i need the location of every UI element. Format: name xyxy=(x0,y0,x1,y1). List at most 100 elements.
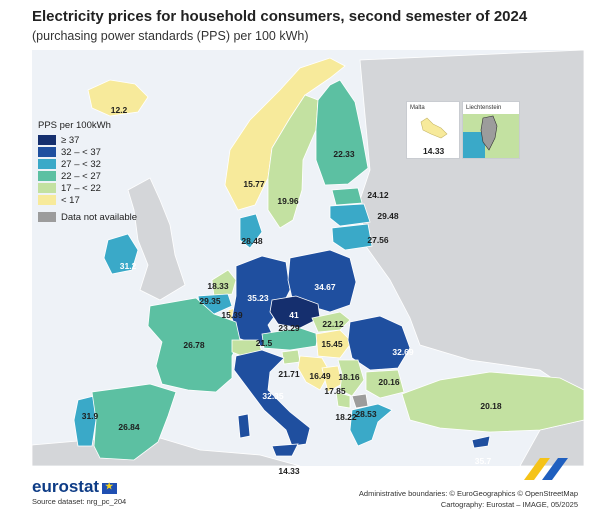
land-uk xyxy=(127,177,186,301)
region-MK xyxy=(351,393,369,409)
region-BG xyxy=(365,369,405,399)
malta-inset: Malta 14.33 xyxy=(406,101,460,159)
value-label-ME: 18.22 xyxy=(335,412,357,422)
legend: PPS per 100kWh ≥ 37 32 – < 37 27 – < 32 … xyxy=(38,120,137,223)
value-label-DK: 28.48 xyxy=(241,236,263,246)
eu-flag-icon xyxy=(102,481,118,494)
value-label-IT: 32.35 xyxy=(262,391,284,401)
value-label-SI: 21.71 xyxy=(278,369,300,379)
chart-subtitle: (purchasing power standards (PPS) per 10… xyxy=(32,29,309,43)
legend-item: ≥ 37 xyxy=(38,134,137,146)
value-label-LV: 29.48 xyxy=(377,211,399,221)
value-label-BE: 29.35 xyxy=(199,296,221,306)
region-RO xyxy=(347,315,411,371)
brand-name: eurostat xyxy=(32,477,100,496)
value-label-BG: 20.16 xyxy=(378,377,400,387)
legend-swatch xyxy=(38,212,56,222)
region-SK xyxy=(311,311,351,333)
value-label-SE: 19.96 xyxy=(277,196,299,206)
legend-item-na: Data not available xyxy=(38,211,137,223)
malta-value: 14.33 xyxy=(423,146,445,156)
region-HR xyxy=(297,355,331,391)
legend-label: 32 – < 37 xyxy=(61,146,101,158)
credits: Administrative boundaries: © EuroGeograp… xyxy=(359,488,578,510)
region-PL xyxy=(287,249,357,313)
liechtenstein-shape xyxy=(463,114,519,158)
region-DK xyxy=(239,213,263,249)
legend-label: < 17 xyxy=(61,194,80,206)
value-label-CY: 35.7 xyxy=(474,456,492,466)
region-ES xyxy=(91,383,177,461)
land-north-africa xyxy=(32,434,301,466)
region-SE xyxy=(267,94,319,229)
value-label-GR: 28.53 xyxy=(355,409,377,419)
legend-item: 22 – < 27 xyxy=(38,170,137,182)
region-IT-sardinia xyxy=(237,413,251,439)
legend-item: 32 – < 37 xyxy=(38,146,137,158)
value-label-CZ: 41 xyxy=(289,310,299,320)
legend-item: < 17 xyxy=(38,194,137,206)
region-ME xyxy=(335,391,351,409)
legend-label: 22 – < 27 xyxy=(61,170,101,182)
region-LV xyxy=(329,203,371,227)
value-label-FR: 26.78 xyxy=(183,340,205,350)
value-label-HR: 16.49 xyxy=(309,371,331,381)
value-label-LU: 15.39 xyxy=(221,310,243,320)
eurostat-corner-logo xyxy=(524,458,568,480)
source-note: Source dataset: nrg_pc_204 xyxy=(32,497,127,506)
value-label-PT: 31.9 xyxy=(81,411,99,421)
legend-title: PPS per 100kWh xyxy=(38,120,111,131)
value-label-IS: 12.2 xyxy=(110,105,128,115)
legend-item: 27 – < 32 xyxy=(38,158,137,170)
liechtenstein-inset: Liechtenstein xyxy=(462,101,520,159)
value-label-ES: 26.84 xyxy=(118,422,140,432)
malta-shape xyxy=(420,117,448,139)
liechtenstein-inset-label: Liechtenstein xyxy=(466,105,502,111)
legend-label: ≥ 37 xyxy=(61,134,80,146)
value-label-HU: 15.45 xyxy=(321,339,343,349)
region-CY xyxy=(471,435,491,449)
value-label-NL: 18.33 xyxy=(207,281,229,291)
legend-swatch xyxy=(38,135,56,145)
value-label-IE: 31.2 xyxy=(119,261,137,271)
region-CZ xyxy=(269,295,321,329)
legend-label: Data not available xyxy=(61,211,138,223)
legend-swatch xyxy=(38,171,56,181)
value-label-BA: 17.85 xyxy=(324,386,346,396)
value-label-AT: 23.29 xyxy=(278,323,300,333)
legend-swatch xyxy=(38,183,56,193)
value-label-PL: 34.67 xyxy=(314,282,336,292)
map-panel: PPS per 100kWh ≥ 37 32 – < 37 27 – < 32 … xyxy=(32,50,584,476)
value-label-EE: 24.12 xyxy=(367,190,389,200)
chart-title: Electricity prices for household consume… xyxy=(32,8,528,25)
region-LT xyxy=(331,223,373,251)
region-AT xyxy=(261,327,319,351)
region-GR xyxy=(349,403,393,447)
value-label-SK: 22.12 xyxy=(322,319,344,329)
region-PT xyxy=(73,395,97,447)
value-label-RS: 18.16 xyxy=(338,372,360,382)
region-FR xyxy=(147,297,241,393)
region-TR xyxy=(401,371,584,433)
legend-swatch xyxy=(38,159,56,169)
credits-boundaries: Administrative boundaries: © EuroGeograp… xyxy=(358,489,578,498)
region-EE xyxy=(331,187,363,206)
value-label-TR: 20.18 xyxy=(480,401,502,411)
legend-swatch xyxy=(38,195,56,205)
region-NO xyxy=(224,57,346,211)
legend-label: 17 – < 22 xyxy=(61,182,101,194)
region-HU xyxy=(315,329,353,359)
region-NL xyxy=(211,269,237,297)
malta-inset-label: Malta xyxy=(410,105,425,111)
value-label-NO: 15.77 xyxy=(243,179,265,189)
region-IT-sicily xyxy=(271,443,299,457)
value-label-DE: 35.23 xyxy=(247,293,269,303)
value-label-FI: 22.33 xyxy=(333,149,355,159)
region-FI xyxy=(315,79,369,186)
legend-label: 27 – < 32 xyxy=(61,158,101,170)
value-label-RO: 32.69 xyxy=(392,347,414,357)
value-label-LT: 27.56 xyxy=(367,235,389,245)
region-IE xyxy=(103,233,139,275)
region-IS xyxy=(87,79,149,117)
legend-swatch xyxy=(38,147,56,157)
